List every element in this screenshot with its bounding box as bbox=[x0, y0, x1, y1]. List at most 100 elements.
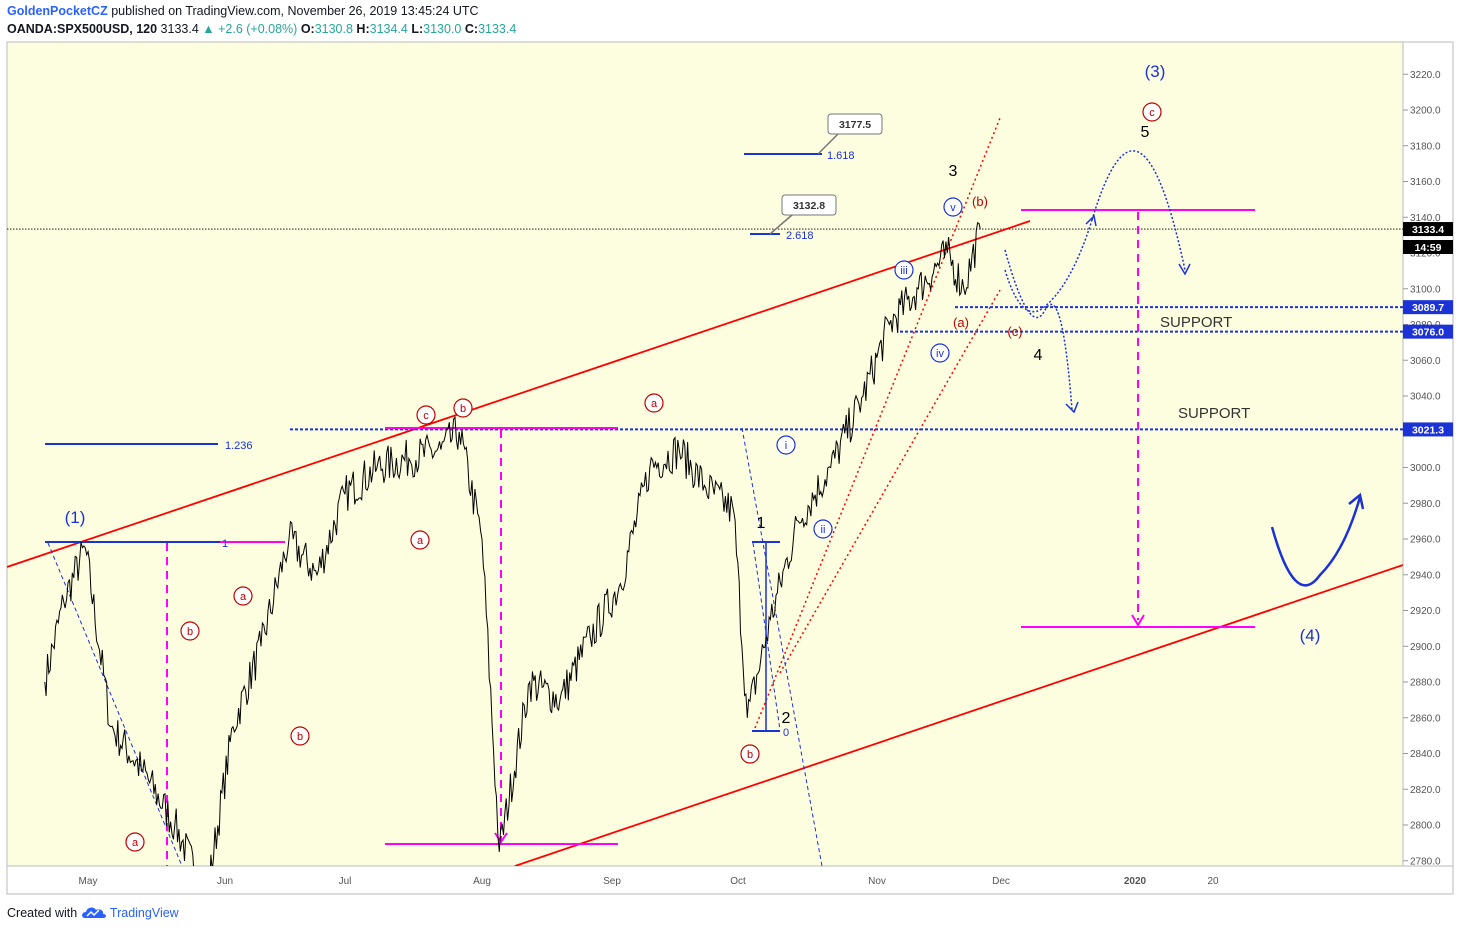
price-tag-text-0: 3133.4 bbox=[1412, 224, 1444, 236]
wave-v-circle bbox=[943, 197, 963, 217]
wave-iii-text: iii bbox=[900, 265, 907, 277]
wave-ii-text: ii bbox=[821, 524, 826, 536]
last-price: 3133.4 bbox=[160, 22, 199, 36]
y-tick-label: 2800.0 bbox=[1410, 821, 1441, 832]
wave-red-9-circle bbox=[1142, 102, 1162, 122]
x-tick-label: Jun bbox=[217, 876, 233, 887]
y-tick-label: 3140.0 bbox=[1410, 213, 1441, 224]
price-change: ▲ +2.6 (+0.08%) bbox=[202, 22, 298, 36]
x-tick-label: Jul bbox=[339, 876, 352, 887]
x-tick-label: Sep bbox=[603, 876, 621, 887]
high-label: H: bbox=[356, 22, 370, 36]
tradingview-link[interactable]: TradingView bbox=[109, 905, 179, 920]
wave-ii-circle bbox=[813, 519, 833, 539]
wave-red-paren-1: (b) bbox=[972, 194, 988, 209]
y-tick-label: 3000.0 bbox=[1410, 463, 1441, 474]
y-tick-label: 2820.0 bbox=[1410, 785, 1441, 796]
wave-minor-3: 3 bbox=[949, 163, 958, 180]
callout-3177-pointer bbox=[817, 133, 839, 155]
callout-3177-text: 3177.5 bbox=[839, 119, 871, 131]
symbol-legend: OANDA:SPX500USD, 120 3133.4 ▲ +2.6 (+0.0… bbox=[7, 22, 516, 36]
plot-area[interactable] bbox=[6, 41, 1404, 867]
wave-red-paren-0: (a) bbox=[953, 315, 969, 330]
x-tick-label: May bbox=[79, 876, 98, 887]
wave-minor-5: 5 bbox=[1141, 124, 1150, 141]
high-value: 3134.4 bbox=[369, 22, 408, 36]
symbol-name[interactable]: OANDA:SPX500USD, 120 bbox=[7, 22, 158, 36]
wave-label-4: (4) bbox=[1300, 626, 1321, 645]
fib-text-1236: 1.236 bbox=[225, 440, 253, 452]
support-label-lower: SUPPORT bbox=[1178, 405, 1250, 422]
y-tick-label: 3220.0 bbox=[1410, 70, 1441, 81]
projection-arrowheads bbox=[1065, 214, 1191, 414]
wave-red-4-circle bbox=[180, 621, 200, 641]
y-tick-label: 2960.0 bbox=[1410, 535, 1441, 546]
close-label: C: bbox=[464, 22, 479, 36]
wave-red-7-text: b bbox=[460, 403, 466, 415]
time-axis[interactable] bbox=[6, 865, 1454, 895]
wave-red-4-text: b bbox=[187, 626, 193, 638]
wave-minor-1: 1 bbox=[757, 515, 766, 532]
channel-upper-line bbox=[7, 220, 1031, 568]
y-tick-label: 2860.0 bbox=[1410, 713, 1441, 724]
price-tag-text-4: 3021.3 bbox=[1412, 424, 1444, 436]
projection-wave4b bbox=[1004, 219, 1093, 313]
price-tag-text-3: 3076.0 bbox=[1412, 327, 1444, 339]
wave-red-3-circle bbox=[125, 832, 145, 852]
price-tag-text-2: 3089.7 bbox=[1412, 302, 1444, 314]
wave-label-3: (3) bbox=[1145, 62, 1166, 81]
callout-3177-box bbox=[827, 113, 883, 135]
wave-red-7-circle bbox=[453, 398, 473, 418]
wave-iv-text: iv bbox=[936, 348, 944, 360]
price-tag-4 bbox=[1403, 422, 1453, 437]
publish-header: GoldenPocketCZ published on TradingView.… bbox=[7, 4, 479, 18]
y-tick-label: 2920.0 bbox=[1410, 606, 1441, 617]
wave-red-6-circle bbox=[740, 744, 760, 764]
low-label: L: bbox=[411, 22, 424, 36]
projection-wave4 bbox=[1004, 249, 1073, 411]
wave-label-1: (1) bbox=[65, 508, 86, 527]
support-label-upper: SUPPORT bbox=[1160, 314, 1232, 331]
callout-3132-box bbox=[781, 194, 837, 216]
close-value: 3133.4 bbox=[478, 22, 517, 36]
y-tick-label: 3160.0 bbox=[1410, 177, 1441, 188]
author-link[interactable]: GoldenPocketCZ bbox=[7, 4, 108, 18]
x-tick-label: 2020 bbox=[1124, 876, 1147, 887]
target-arrow-1 bbox=[494, 832, 508, 844]
channel-lower-line bbox=[514, 564, 1403, 866]
wave-red-9-text: c bbox=[1149, 107, 1155, 119]
y-tick-label: 3040.0 bbox=[1410, 392, 1441, 403]
price-axis[interactable] bbox=[1402, 41, 1454, 867]
fib-text-1: 1 bbox=[222, 538, 228, 550]
wave-minor-4: 4 bbox=[1034, 347, 1043, 364]
price-tag-1 bbox=[1403, 240, 1453, 254]
wave-iv-circle bbox=[930, 343, 950, 363]
fib-text-1618: 1.618 bbox=[827, 150, 855, 162]
open-value: 3130.8 bbox=[314, 22, 353, 36]
y-tick-label: 2980.0 bbox=[1410, 499, 1441, 510]
wave-red-8-circle bbox=[416, 405, 436, 425]
fib-diagonal-2 bbox=[741, 427, 823, 866]
wave-minor-2: 2 bbox=[782, 710, 791, 727]
fib-text-2618: 2.618 bbox=[786, 230, 814, 242]
wave-red-1-circle bbox=[233, 586, 253, 606]
y-tick-label: 3200.0 bbox=[1410, 106, 1441, 117]
projection-wave5 bbox=[1091, 150, 1186, 271]
wave-red-3-text: a bbox=[132, 837, 139, 849]
y-tick-label: 2780.0 bbox=[1410, 856, 1441, 867]
wave-red-6-text: b bbox=[747, 749, 753, 761]
y-tick-label: 3100.0 bbox=[1410, 284, 1441, 295]
y-tick-label: 2840.0 bbox=[1410, 749, 1441, 760]
wave-red-2-circle bbox=[644, 393, 664, 413]
callout-3132-pointer bbox=[769, 214, 793, 235]
created-with-text: Created with bbox=[7, 905, 78, 920]
wave-v-text: v bbox=[950, 202, 956, 214]
y-tick-label: 2880.0 bbox=[1410, 678, 1441, 689]
wave-red-0-circle bbox=[410, 530, 430, 550]
y-tick-label: 2900.0 bbox=[1410, 642, 1441, 653]
x-tick-label: Nov bbox=[868, 876, 886, 887]
wave-red-5-circle bbox=[290, 726, 310, 746]
footer: Created with TradingView bbox=[7, 905, 179, 922]
x-tick-label: Oct bbox=[730, 876, 746, 887]
